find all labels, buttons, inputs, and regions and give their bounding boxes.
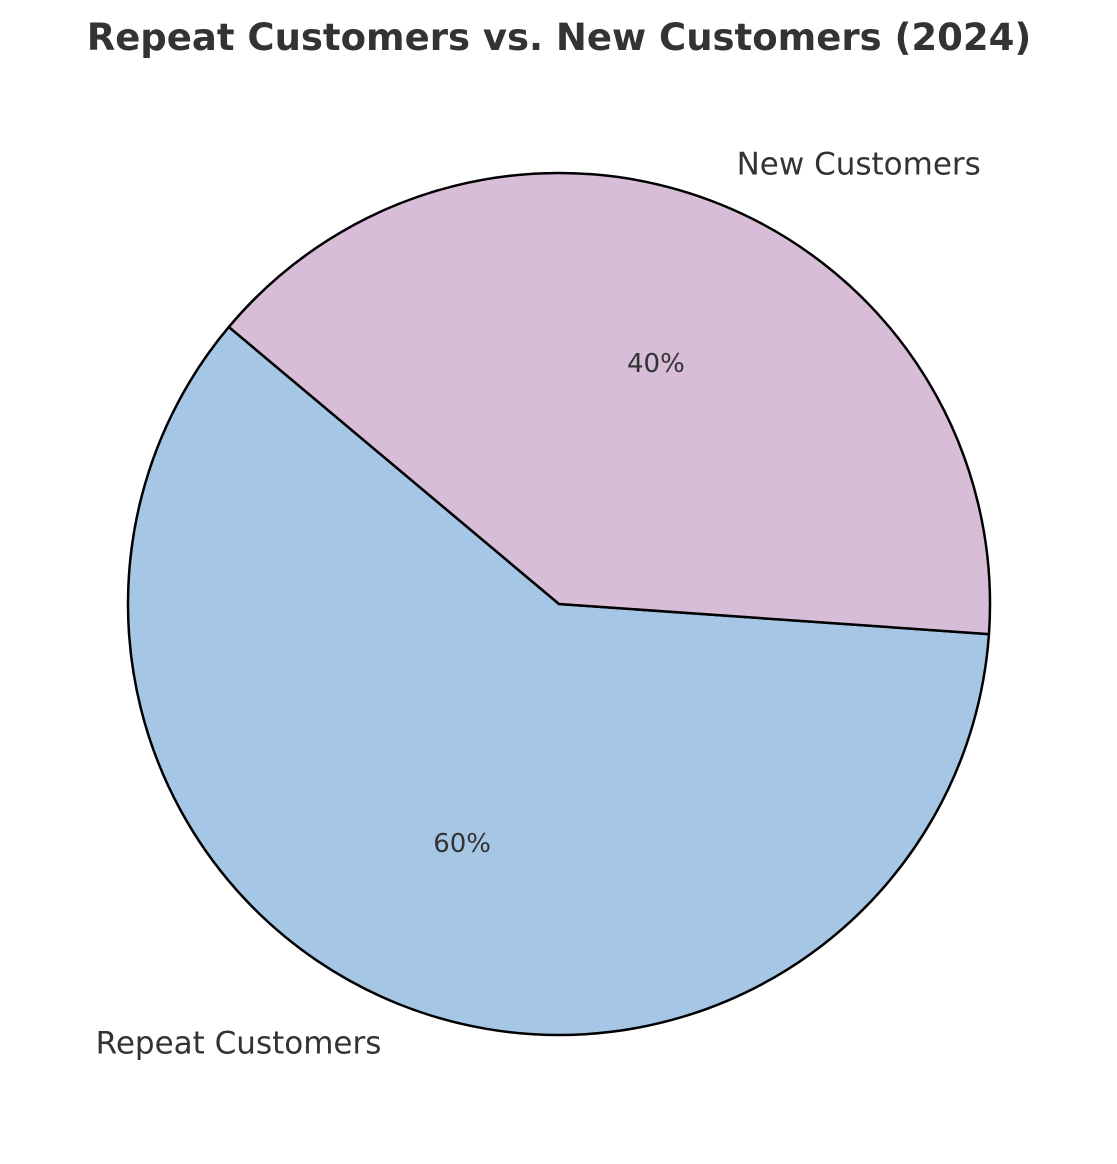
slice-label-new-customers: New Customers — [737, 146, 981, 182]
pie-slice-repeat-customers — [126, 325, 991, 1037]
pie-slices — [126, 171, 992, 1037]
slice-label-repeat-customers: Repeat Customers — [96, 1026, 382, 1062]
slice-value-label-new-customers: 40% — [627, 349, 685, 379]
pie-labels: Repeat Customers 60% New Customers 40% — [96, 146, 981, 1061]
slice-value-label-repeat-customers: 60% — [433, 829, 491, 859]
pie-slice-new-customers — [227, 171, 992, 636]
chart-title: Repeat Customers vs. New Customers (2024… — [87, 16, 1032, 59]
